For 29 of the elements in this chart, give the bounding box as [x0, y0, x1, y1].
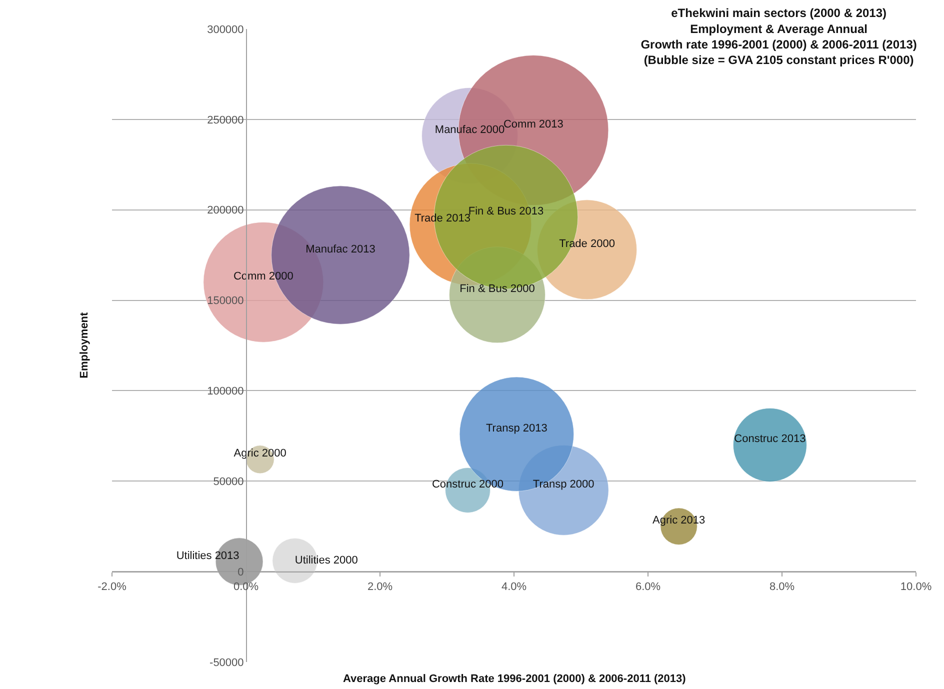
series-label: Construc 2013 — [734, 433, 806, 446]
x-tick-label: 10.0% — [900, 580, 932, 593]
y-tick-label: 200000 — [207, 204, 244, 217]
series-label: Utilities 2013 — [176, 550, 240, 562]
y-axis-title: Employment — [78, 312, 90, 378]
series-label: Transp 2013 — [486, 422, 548, 434]
x-tick-label: 8.0% — [769, 580, 795, 593]
x-axis-title: Average Annual Growth Rate 1996-2001 (2000) & 2006-2011 (2013) — [343, 673, 686, 685]
y-tick-label: 50000 — [213, 476, 244, 488]
series-label: Construc 2000 — [432, 478, 504, 490]
y-tick-label: 250000 — [207, 114, 244, 126]
y-tick-label: 0 — [238, 566, 244, 578]
x-tick-label: 4.0% — [501, 580, 527, 593]
series-label: Manufac 2013 — [306, 243, 376, 256]
x-tick-label: -2.0% — [98, 580, 127, 593]
series-label: Trade 2013 — [414, 212, 470, 225]
x-tick-label: 2.0% — [367, 580, 393, 593]
y-tick-label: 300000 — [207, 24, 244, 36]
y-tick-label: 150000 — [207, 295, 244, 308]
y-tick-label: 100000 — [207, 386, 244, 398]
x-tick-label: 6.0% — [635, 580, 661, 593]
series-label: Fin & Bus 2000 — [460, 283, 535, 296]
series-label: Utilities 2000 — [294, 554, 358, 566]
series-label: Transp 2000 — [532, 478, 594, 490]
series-label: Manufac 2000 — [434, 124, 505, 136]
chart-title: eThekwini main sectors (2000 & 2013) Employment & Average Annual Growth rate 1996-2001 (2000) & 2006-2011 (2013) (Bubble size = GVA 2105 constant prices R'000) — [640, 6, 917, 68]
series-label: Comm 2013 — [503, 118, 564, 131]
y-tick-label: -50000 — [210, 656, 244, 669]
series-label: Trade 2000 — [559, 238, 615, 250]
